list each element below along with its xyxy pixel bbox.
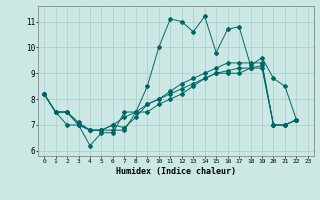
- X-axis label: Humidex (Indice chaleur): Humidex (Indice chaleur): [116, 167, 236, 176]
